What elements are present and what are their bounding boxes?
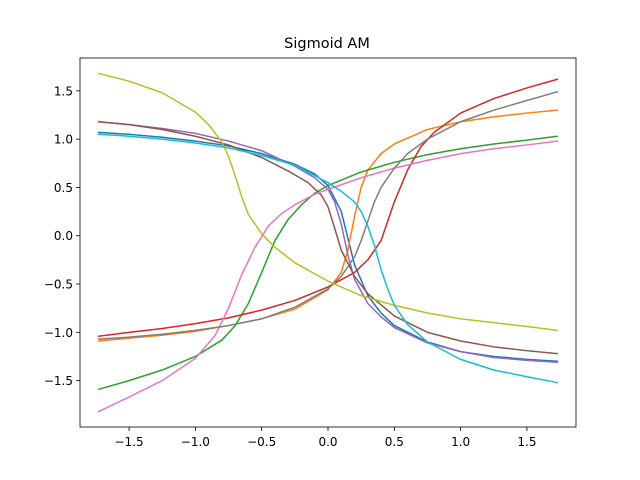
- series-line-10: [97, 133, 559, 384]
- series-line-9: [97, 72, 559, 332]
- series-line-7: [97, 140, 559, 413]
- y-tick-label: 0.0: [54, 229, 73, 243]
- series-line-2: [97, 109, 559, 342]
- x-axis: −1.5 −1.0 −0.5 0.0 0.5 1.0 1.5: [114, 427, 536, 449]
- y-axis: −1.5 −1.0 −0.5 0.0 0.5 1.0 1.5: [44, 84, 80, 388]
- series-line-3: [97, 135, 559, 391]
- x-tick-label: −0.5: [247, 435, 276, 449]
- y-tick-label: 0.5: [54, 181, 73, 195]
- series-line-5: [97, 121, 559, 364]
- series-line-4: [97, 78, 559, 337]
- chart-title: Sigmoid AM: [284, 36, 370, 52]
- x-tick-label: 1.0: [451, 435, 470, 449]
- y-tick-label: −0.5: [44, 278, 73, 292]
- series-line-6: [97, 121, 559, 355]
- y-tick-label: 1.5: [54, 84, 73, 98]
- x-tick-label: 1.5: [517, 435, 536, 449]
- x-tick-label: −1.0: [181, 435, 210, 449]
- y-tick-label: 1.0: [54, 133, 73, 147]
- series-layer: [97, 72, 559, 413]
- y-tick-label: −1.5: [44, 374, 73, 388]
- series-line-8: [97, 91, 559, 340]
- x-tick-label: −1.5: [114, 435, 143, 449]
- x-tick-label: 0.5: [385, 435, 404, 449]
- y-tick-label: −1.0: [44, 326, 73, 340]
- x-tick-label: 0.0: [318, 435, 337, 449]
